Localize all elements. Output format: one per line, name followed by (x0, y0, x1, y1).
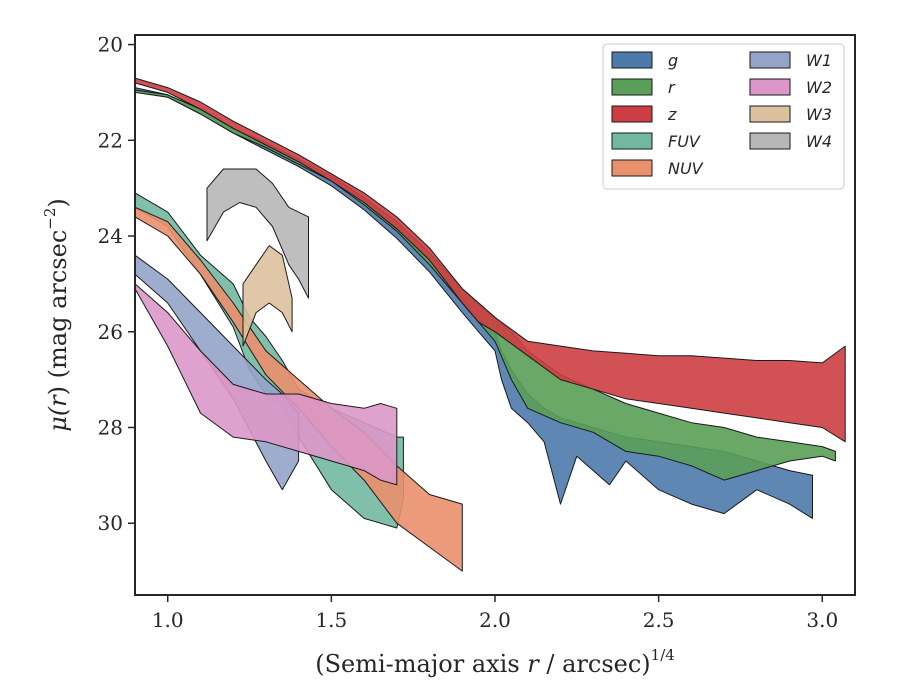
y-axis: 20 22 24 26 28 30 (98, 33, 135, 535)
legend-label-fuv: FUV (668, 132, 701, 151)
legend-swatch-r (611, 78, 653, 96)
y-tick-label: 30 (98, 511, 123, 535)
series-bands (134, 77, 846, 572)
legend-label-w3: W3 (806, 105, 832, 124)
x-axis: 1.0 1.5 2.0 2.5 3.0 (152, 595, 838, 632)
legend-label-w1: W1 (806, 51, 832, 70)
x-tick-label: 3.0 (806, 608, 838, 632)
band-w4 (206, 168, 309, 299)
legend-label-w2: W2 (806, 78, 832, 97)
legend-swatch-w1 (749, 51, 791, 69)
legend-swatch-fuv (611, 132, 653, 150)
x-tick-label: 1.5 (315, 608, 347, 632)
legend-swatch-z (611, 105, 653, 123)
x-tick-label: 2.5 (643, 608, 675, 632)
legend-swatch-w3 (749, 105, 791, 123)
y-tick-label: 24 (98, 224, 123, 248)
legend-swatch-nuv (611, 159, 653, 177)
legend-swatch-w2 (749, 78, 791, 96)
y-tick-label: 22 (98, 128, 123, 152)
legend-label-nuv: NUV (668, 159, 704, 178)
legend: grz FUV NUV W1 W2 W3 W4 (602, 43, 845, 190)
y-axis-label: μ(r) (mag arcsec−2) (41, 198, 72, 432)
band-z (134, 77, 846, 443)
y-tick-label: 26 (98, 320, 123, 344)
legend-swatch-g (611, 51, 653, 69)
legend-swatch-w4 (749, 132, 791, 150)
band-w3 (242, 245, 293, 347)
y-tick-label: 20 (98, 33, 123, 57)
legend-label-g: g (668, 51, 678, 70)
y-tick-label: 28 (98, 415, 123, 439)
legend-label-w4: W4 (806, 132, 832, 151)
x-tick-label: 2.0 (479, 608, 511, 632)
x-axis-label: (Semi-major axis r / arcsec)1/4 (315, 646, 675, 678)
band-w2 (134, 283, 398, 486)
legend-label-z: z (667, 105, 677, 124)
x-tick-label: 1.0 (152, 608, 184, 632)
legend-label-r: r (668, 78, 676, 97)
